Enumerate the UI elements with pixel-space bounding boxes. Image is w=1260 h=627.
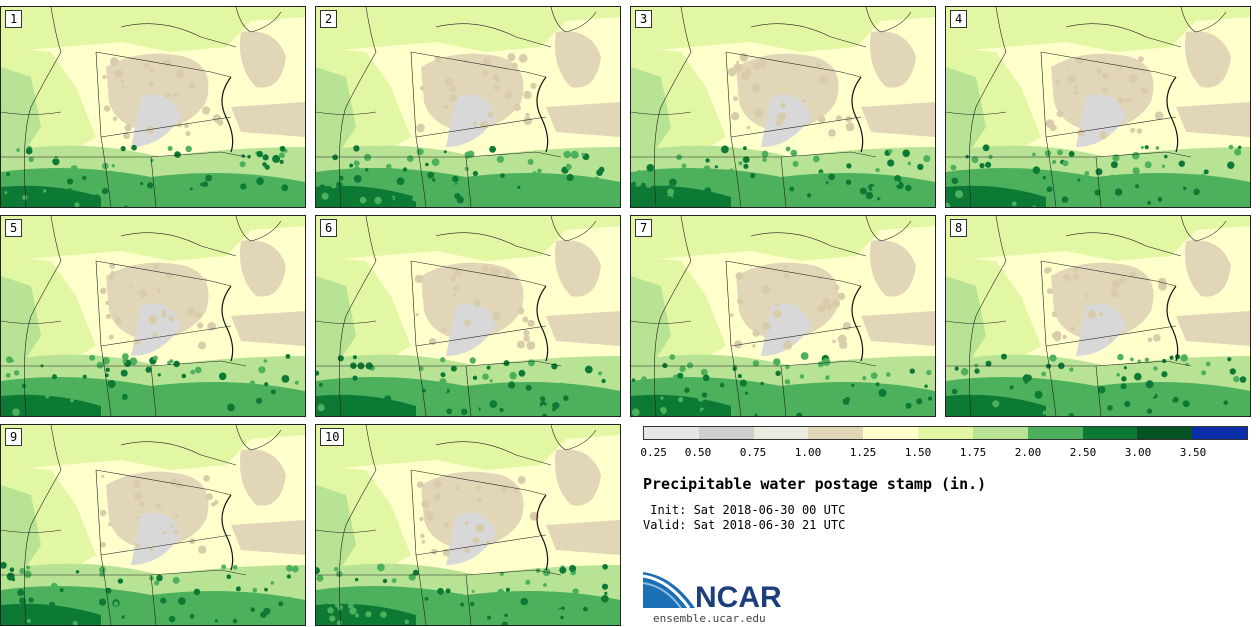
ensemble-member-panel: 6 [315,215,621,417]
ncar-logo: NCAR [643,572,782,614]
color-bar-tick: 1.00 [794,446,822,459]
color-bar-labels: 0.25 0.50 0.75 1.00 1.25 1.50 1.75 2.00 2.50 3.00… [640,446,1248,460]
color-bar-tick: 0.75 [739,446,767,459]
ensemble-member-panel: 7 [630,215,936,417]
color-bar-tick: 3.50 [1179,446,1207,459]
member-number-label: 6 [320,219,338,237]
color-bar-segment [918,427,973,439]
color-bar-tick: 1.75 [959,446,987,459]
color-bar-segment [753,427,809,439]
color-bar-segment [1137,427,1193,439]
color-bar-segment [1192,427,1247,439]
member-number-label: 4 [950,10,968,28]
color-bar-segment [808,427,864,439]
member-number-label: 9 [5,428,23,446]
member-number-label: 5 [5,219,23,237]
color-bar-segment [972,427,1028,439]
color-bar-tick: 0.50 [684,446,712,459]
member-number-label: 7 [635,219,653,237]
map-title: Precipitable water postage stamp (in.) [643,475,987,493]
member-number-label: 2 [320,10,338,28]
ensemble-member-panel: 3 [630,6,936,208]
valid-time: Valid: Sat 2018-06-30 21 UTC [643,518,846,532]
ncar-logo-text: NCAR [695,581,782,614]
color-bar-tick: 0.25 [640,446,667,459]
init-time: Init: Sat 2018-06-30 00 UTC [643,503,846,517]
ensemble-member-panel: 1 [0,6,306,208]
ensemble-member-panel: 4 [945,6,1251,208]
color-bar [643,426,1248,440]
color-bar-tick: 3.00 [1124,446,1152,459]
color-bar-tick: 2.50 [1069,446,1097,459]
color-bar-segment [1027,427,1083,439]
ensemble-member-panel: 5 [0,215,306,417]
time-info: Init: Sat 2018-06-30 00 UTC Valid: Sat 2… [643,503,845,533]
member-number-label: 8 [950,219,968,237]
color-bar-segment [1082,427,1138,439]
ensemble-member-panel: 10 [315,424,621,626]
color-bar-tick: 1.25 [849,446,877,459]
member-number-label: 3 [635,10,653,28]
ensemble-member-panel: 9 [0,424,306,626]
member-number-label: 1 [5,10,23,28]
ensemble-member-panel: 8 [945,215,1251,417]
ensemble-member-panel: 2 [315,6,621,208]
color-bar-tick: 1.50 [904,446,932,459]
color-bar-tick: 2.00 [1014,446,1042,459]
color-bar-segment [644,427,699,439]
color-bar-segment [863,427,919,439]
website-url: ensemble.ucar.edu [653,612,766,625]
color-bar-segment [698,427,754,439]
member-number-label: 10 [320,428,345,446]
